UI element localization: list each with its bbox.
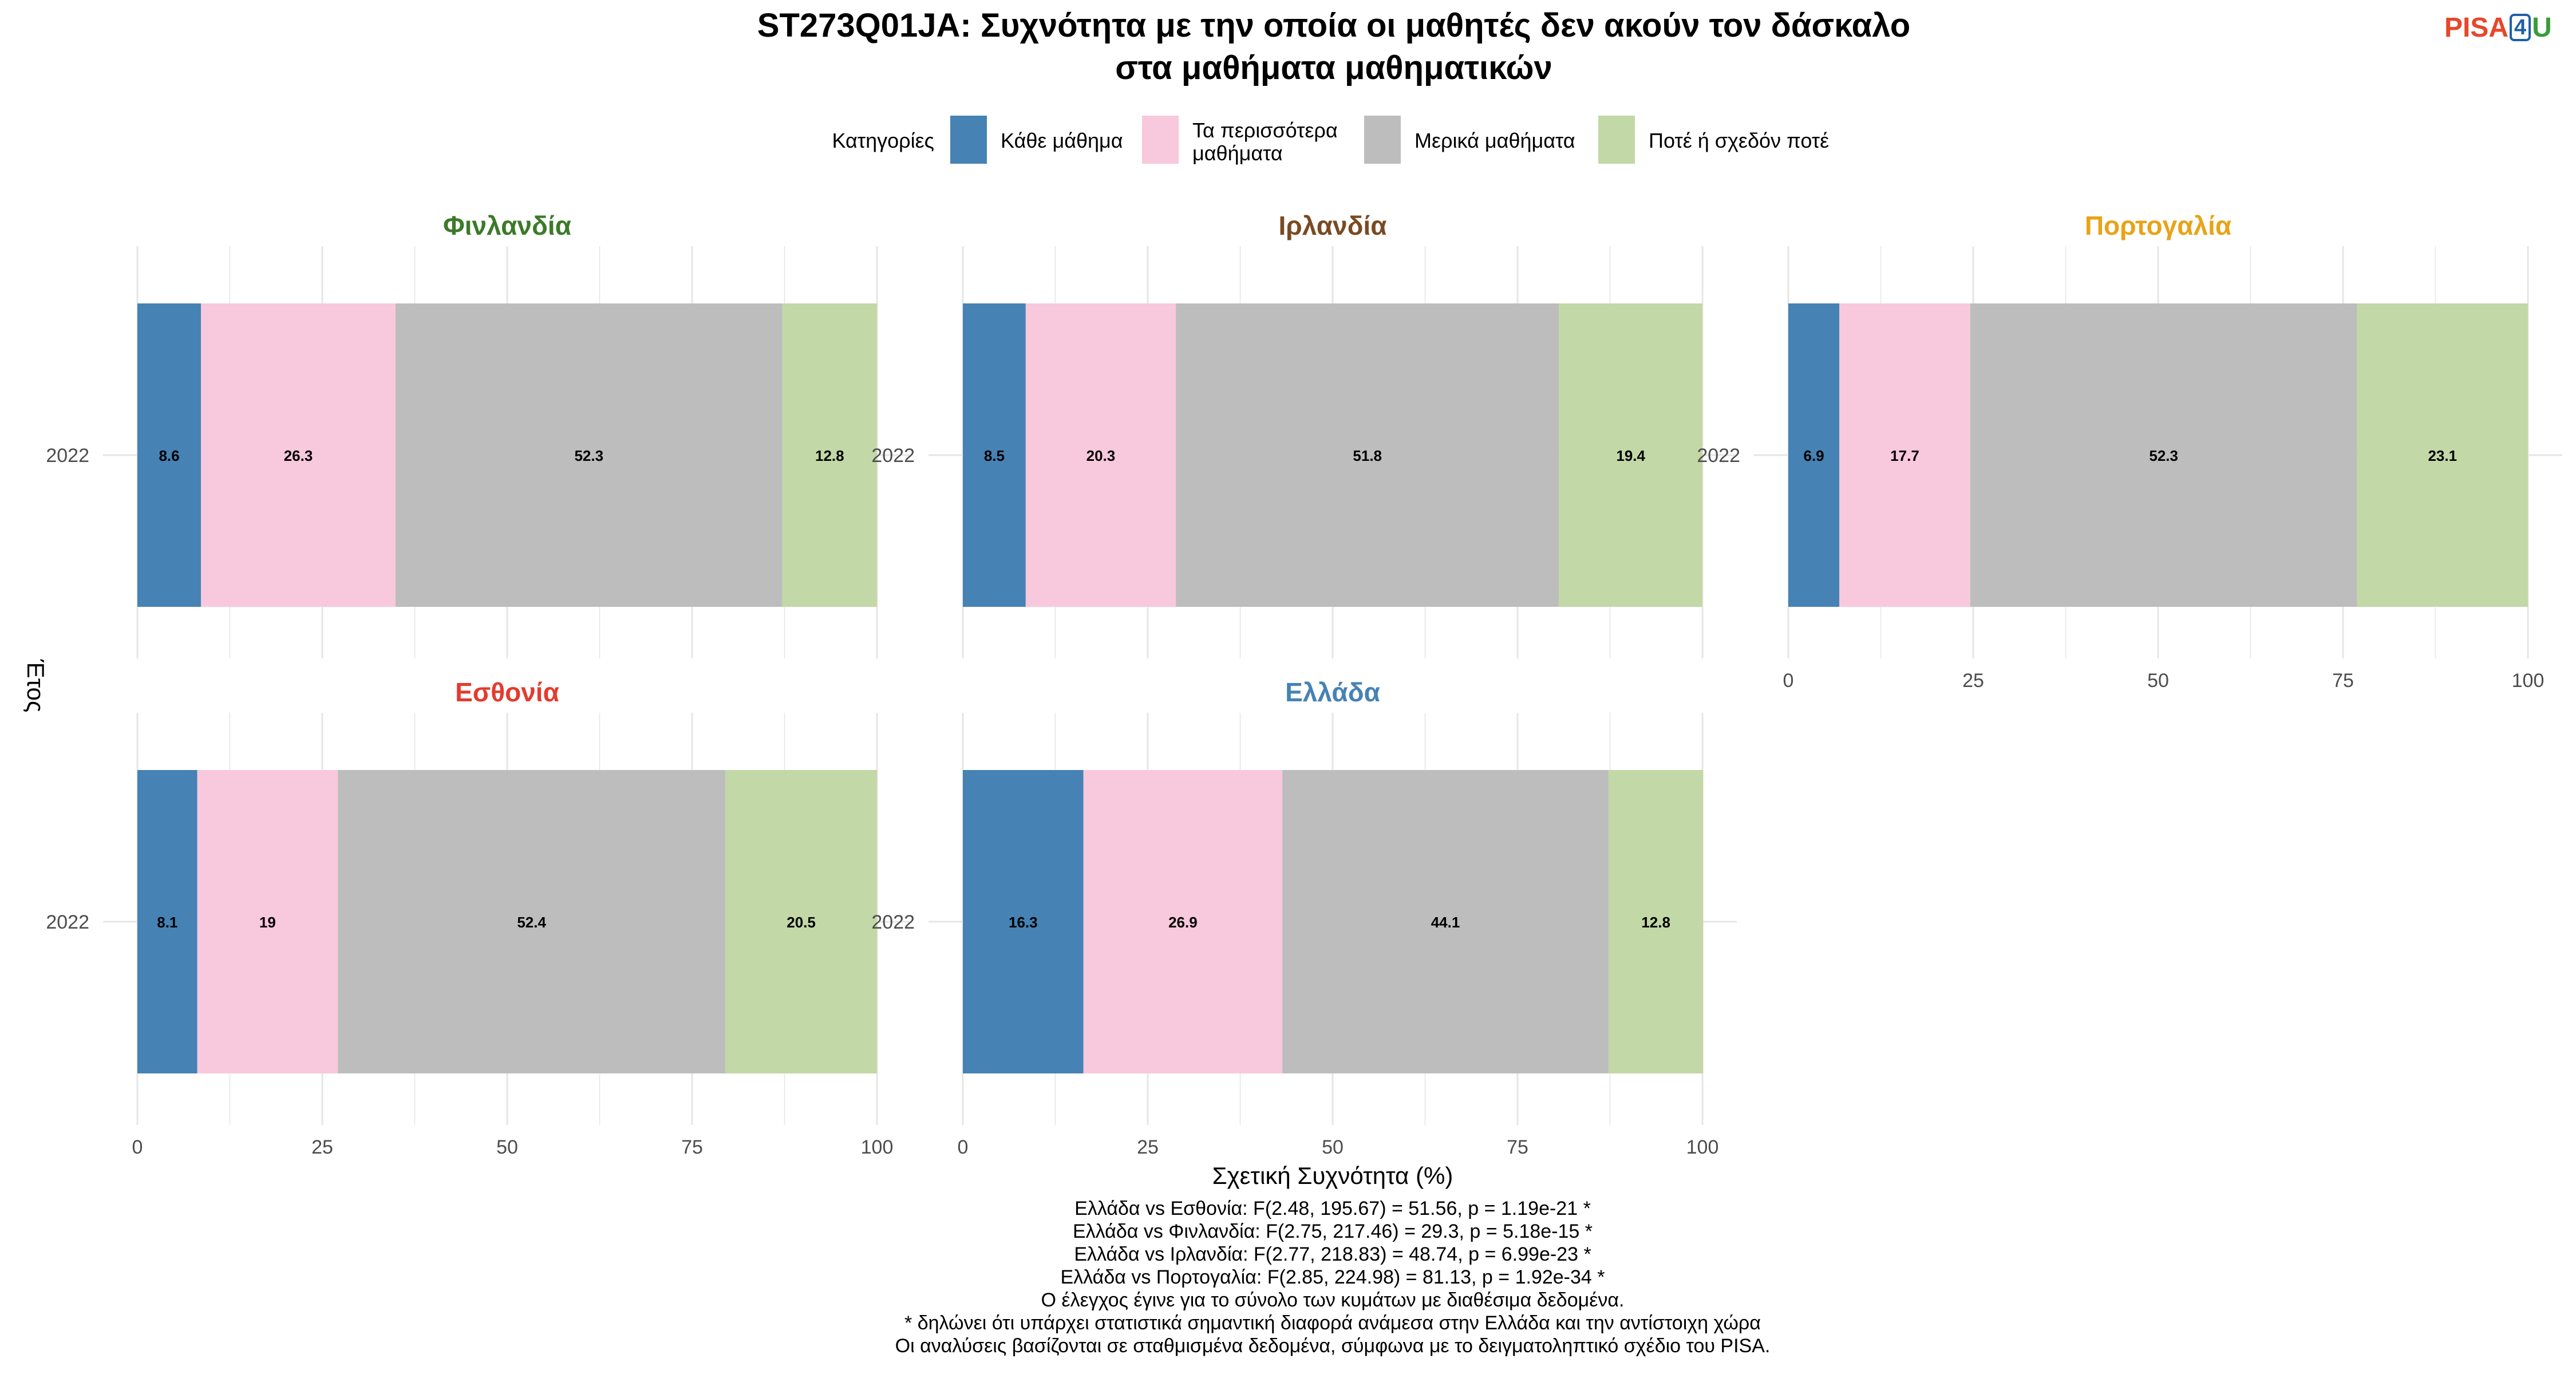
panel-1-data-label-3: 19.4 [1616,447,1645,464]
panel-4-bar-0 [963,770,1084,1073]
panel-3-data-label-3: 20.5 [787,914,816,931]
legend-swatch-2 [1364,116,1401,164]
panel-4-x-tick-0: 0 [958,1136,969,1158]
footnote-5: * δηλώνει ότι υπάρχει στατιστικά σημαντι… [904,1312,1761,1334]
panel-0-data-label-1: 26.3 [284,447,313,464]
footnote-4: Ο έλεγχος έγινε για το σύνολο των κυμάτω… [1041,1289,1625,1311]
legend-swatch-3 [1598,116,1635,164]
panel-4-data-label-1: 26.9 [1168,914,1198,931]
panel-2-title: Πορτογαλία [2085,211,2231,240]
panel-1-bar-0 [963,303,1026,607]
panel-0-data-label-3: 12.8 [815,447,844,464]
panel-4-bar-1 [1083,770,1283,1073]
legend-label-0: Κάθε μάθημα [1001,129,1123,152]
logo-pisa: PISA [2444,12,2509,43]
panel-2-x-tick-2: 50 [2147,670,2169,692]
legend-swatch-0 [950,116,987,164]
panel-3-x-tick-4: 100 [861,1136,894,1158]
panel-2-data-label-3: 23.1 [2428,447,2457,464]
panel-3-x-tick-0: 0 [132,1136,143,1158]
panel-4-year-label: 2022 [871,911,915,933]
panel-3-bar-2 [338,770,726,1073]
panel-4-bar-3 [1608,770,1704,1073]
panel-0-bar-3 [782,303,877,607]
footnote-0: Ελλάδα vs Εσθονία: F(2.48, 195.67) = 51.… [1074,1198,1591,1219]
panel-2-x-tick-4: 100 [2512,670,2545,692]
panel-3-bar-3 [725,770,877,1073]
panel-1-bar-2 [1176,303,1559,607]
legend-label-3: Ποτέ ή σχεδόν ποτέ [1649,129,1829,152]
panel-0-bar-2 [395,303,783,607]
legend-label-1-1: μαθήματα [1192,141,1283,165]
panel-1-bar-3 [1559,303,1702,607]
panel-2-bar-1 [1839,303,1970,607]
panel-3-x-tick-3: 75 [681,1136,703,1158]
panel-4-x-tick-3: 75 [1507,1136,1528,1158]
footnote-6: Οι αναλύσεις βασίζονται σε σταθμισμένα δ… [895,1335,1771,1357]
panel-3-title: Εσθονία [455,677,559,707]
panel-3-data-label-2: 52.4 [517,914,546,931]
panel-0-bar-0 [137,303,202,607]
chart-title-line-1: ST273Q01JA: Συχνότητα με την οποία οι μα… [757,7,1910,44]
footnote-2: Ελλάδα vs Ιρλανδία: F(2.77, 218.83) = 48… [1074,1243,1591,1265]
panel-2-bar-3 [2357,303,2528,607]
panel-3-year-label: 2022 [46,911,89,933]
panel-3-data-label-0: 8.1 [157,914,177,931]
panel-0-data-label-2: 52.3 [574,447,603,464]
panel-2-data-label-2: 52.3 [2149,447,2178,464]
panel-2-bar-0 [1788,303,1840,607]
pisa4u-logo: PISA 4 U [2444,10,2552,45]
panel-3-data-label-1: 19 [259,914,276,931]
footnote-3: Ελλάδα vs Πορτογαλία: F(2.85, 224.98) = … [1061,1266,1605,1288]
legend-label-1-0: Τα περισσότερα [1192,119,1338,142]
panel-3-bar-0 [137,770,197,1073]
legend-swatch-1 [1142,116,1179,164]
panel-4-title: Ελλάδα [1285,677,1380,707]
panel-3-bar-1 [197,770,338,1073]
panel-0-bar-1 [201,303,396,607]
panel-2-x-tick-3: 75 [2332,670,2354,692]
panel-2-bar-2 [1970,303,2357,607]
panel-4-bar-2 [1282,770,1609,1073]
panel-1-bar-1 [1025,303,1176,607]
logo-u: U [2532,12,2552,43]
chart-title-line-2: στα μαθήματα μαθηματικών [1115,49,1552,86]
panel-3-x-tick-1: 25 [311,1136,333,1158]
panel-2-x-tick-0: 0 [1783,670,1794,692]
panel-2-data-label-1: 17.7 [1890,447,1919,464]
x-axis-title: Σχετική Συχνότητα (%) [1212,1162,1453,1189]
panel-4-x-tick-1: 25 [1137,1136,1159,1158]
legend-label-2: Μερικά μαθήματα [1415,129,1575,152]
panel-1-data-label-1: 20.3 [1086,447,1116,464]
panel-4-x-tick-4: 100 [1686,1136,1719,1158]
panel-4-x-tick-2: 50 [1322,1136,1344,1158]
panel-2-year-label: 2022 [1697,445,1740,467]
panel-4-data-label-2: 44.1 [1431,914,1460,931]
y-axis-title: Έτος [22,659,49,713]
panel-4-data-label-0: 16.3 [1009,914,1038,931]
panel-2-x-tick-1: 25 [1962,670,1984,692]
panel-1-title: Ιρλανδία [1278,211,1386,240]
panel-1-data-label-2: 51.8 [1353,447,1382,464]
panel-1-data-label-0: 8.5 [984,447,1005,464]
legend-title: Κατηγορίες [832,129,934,152]
panel-0-data-label-0: 8.6 [159,447,179,464]
panel-2-data-label-0: 6.9 [1803,447,1824,464]
panel-0-title: Φινλανδία [443,211,571,240]
panel-1-year-label: 2022 [871,445,915,467]
logo-four: 4 [2510,14,2531,41]
footnote-1: Ελλάδα vs Φινλανδία: F(2.75, 217.46) = 2… [1073,1221,1593,1242]
panel-4-data-label-3: 12.8 [1641,914,1670,931]
panel-3-x-tick-2: 50 [496,1136,518,1158]
panel-0-year-label: 2022 [46,445,89,467]
